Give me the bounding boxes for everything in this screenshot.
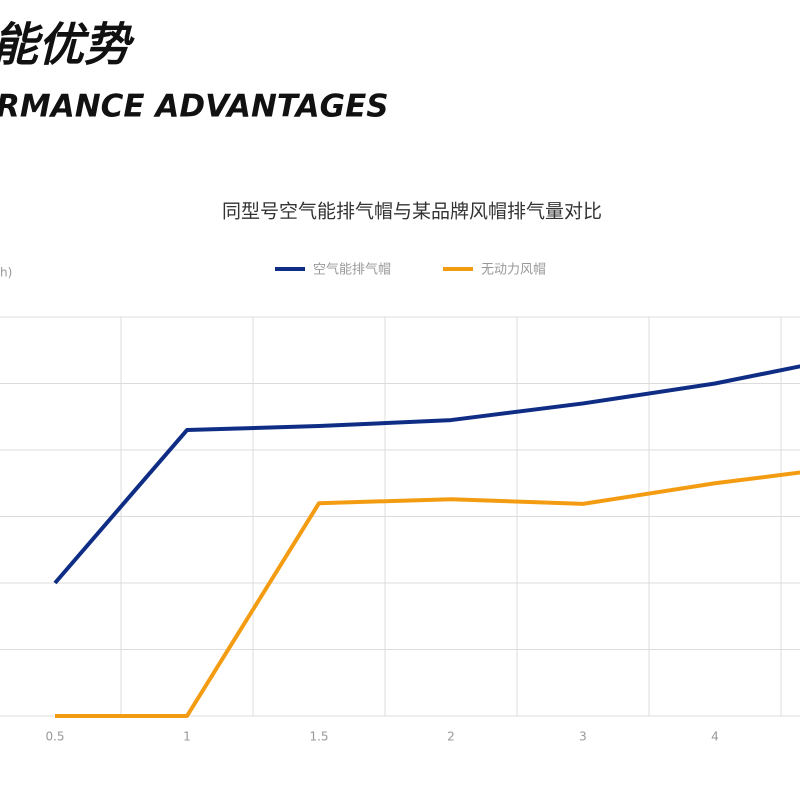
x-tick-label: 1.5: [309, 730, 328, 744]
header-title: 能优势: [0, 18, 135, 72]
x-tick-label: 1: [183, 730, 191, 744]
y-axis-label: h): [0, 266, 12, 280]
line-series: [55, 470, 800, 718]
chart-title: 同型号空气能排气帽与某品牌风帽排气量对比: [222, 201, 602, 223]
x-tick-label: 4: [711, 730, 719, 744]
legend-label: 无动力风帽: [481, 262, 546, 278]
x-tick-label: 2: [447, 730, 455, 744]
header-subtitle: RMANCE ADVANTAGES: [0, 89, 389, 125]
x-tick-label: 3: [579, 730, 587, 744]
legend-label: 空气能排气帽: [313, 262, 391, 278]
x-tick-label: 0.5: [45, 730, 64, 744]
line-series: [53, 364, 800, 585]
